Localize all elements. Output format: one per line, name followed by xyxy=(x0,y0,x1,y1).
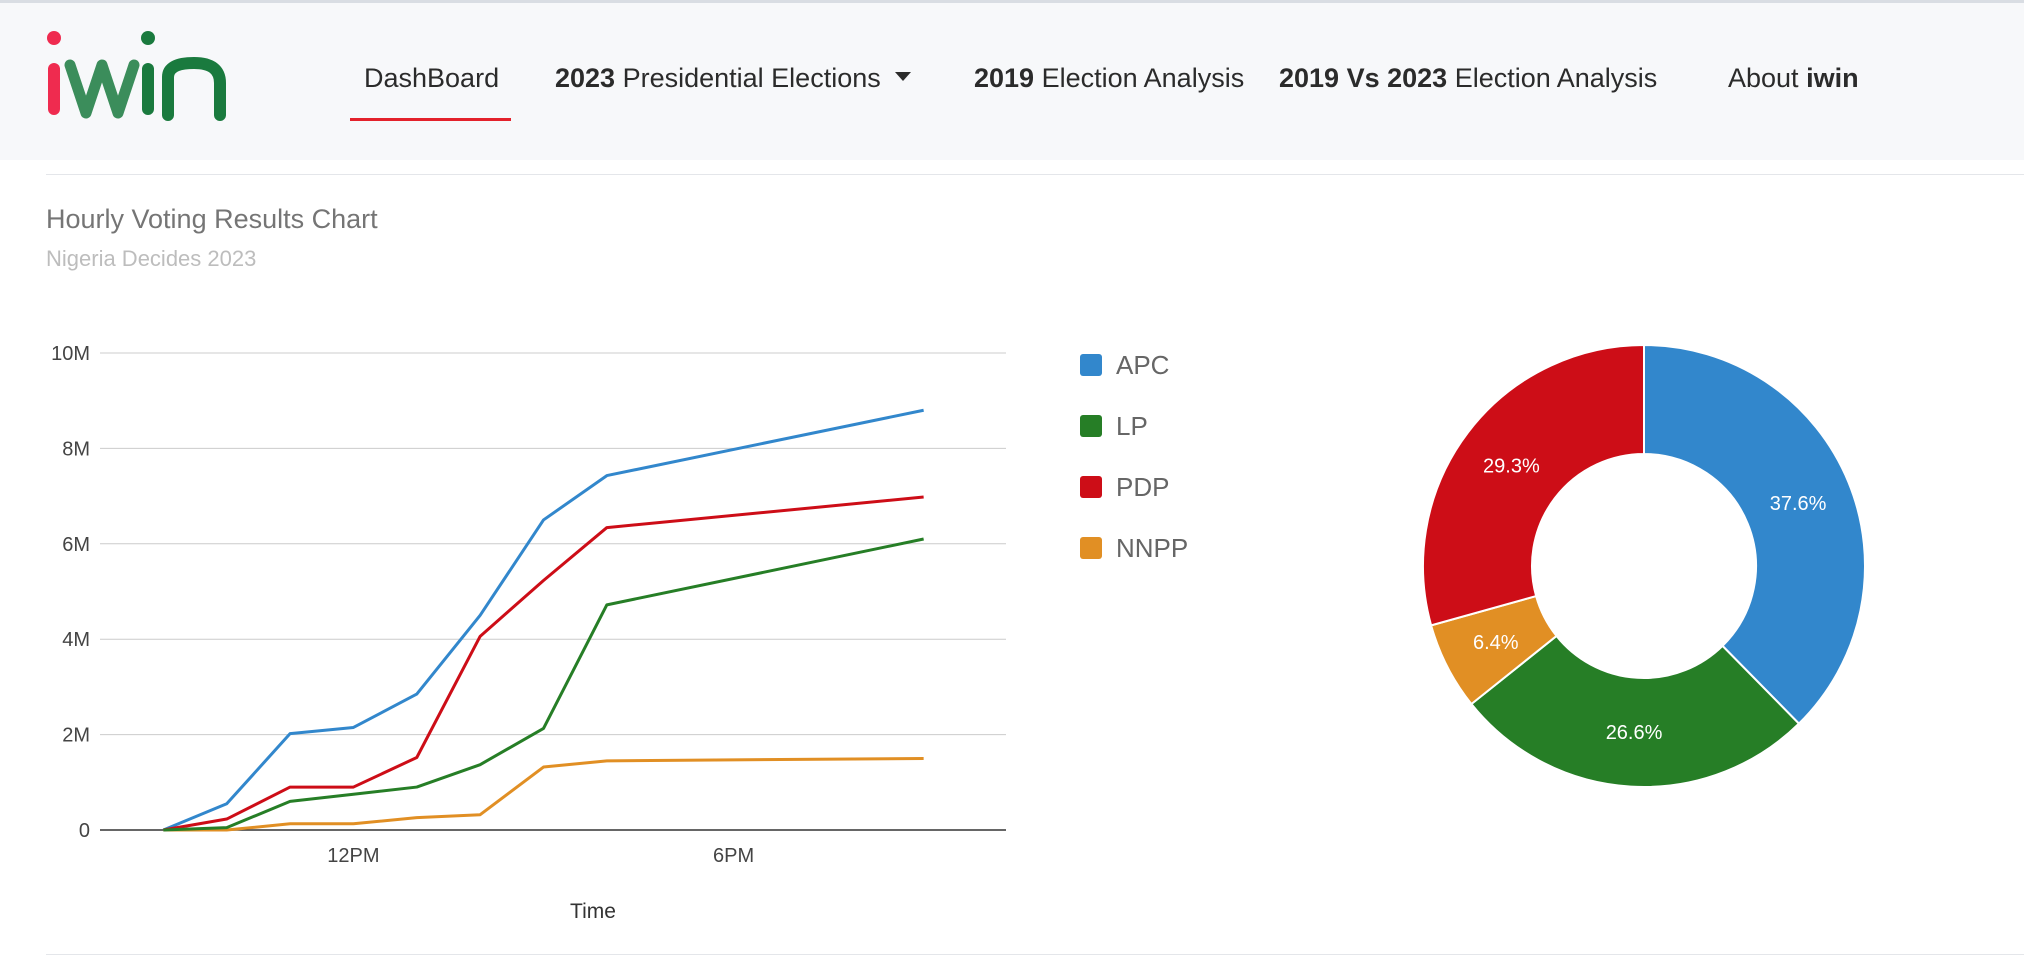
divider-bottom xyxy=(46,954,2024,955)
x-axis-title: Time xyxy=(570,900,616,923)
logo-i-dot xyxy=(47,31,61,45)
y-tick-label: 6M xyxy=(62,534,90,556)
chart-title: Hourly Voting Results Chart xyxy=(46,204,378,234)
line-chart-x-tick-labels: 12PM 6PM xyxy=(327,845,754,867)
line-chart-series xyxy=(162,408,924,832)
line-chart-y-tick-labels: 0 2M 4M 6M 8M 10M xyxy=(51,343,90,842)
donut-value-label: 29.3% xyxy=(1483,455,1540,477)
legend-swatch xyxy=(1080,476,1102,498)
legend-label: NNPP xyxy=(1116,533,1189,563)
nav-2019-label: Election Analysis xyxy=(1041,63,1245,93)
nav-vs-years: 2019 Vs 2023 xyxy=(1279,63,1448,93)
nav-about-brand: iwin xyxy=(1806,63,1859,93)
y-tick-label: 2M xyxy=(62,725,90,747)
series-line-pdp[interactable] xyxy=(163,495,924,832)
donut-slices xyxy=(1422,343,1866,788)
logo-i2-stem xyxy=(142,63,154,115)
nav-dashboard-label: DashBoard xyxy=(364,63,500,93)
nav-dashboard[interactable]: DashBoard xyxy=(364,63,499,107)
y-tick-label: 10M xyxy=(51,343,90,365)
chart-legend: APC LP PDP NNPP xyxy=(1080,350,1320,594)
y-tick-label: 4M xyxy=(62,629,90,651)
legend-label: APC xyxy=(1116,350,1170,380)
donut-slice-pdp[interactable] xyxy=(1422,343,1645,627)
nav-presidential-elections-dropdown[interactable]: 2023 Presidential Elections xyxy=(555,63,911,107)
series-line-apc[interactable] xyxy=(162,408,924,832)
nav-vs-label: Election Analysis xyxy=(1454,63,1658,93)
nav-active-indicator xyxy=(350,118,511,121)
series-line-lp[interactable] xyxy=(163,537,924,832)
nav-presidential-year: 2023 xyxy=(555,63,616,93)
legend-swatch xyxy=(1080,354,1102,376)
logo-w xyxy=(64,59,140,119)
donut-slice-lp[interactable] xyxy=(1469,634,1801,788)
nav-2019-election-analysis[interactable]: 2019 Election Analysis xyxy=(974,63,1244,107)
logo-i2-dot xyxy=(141,31,155,45)
donut-value-label: 6.4% xyxy=(1473,632,1519,654)
legend-swatch xyxy=(1080,537,1102,559)
navbar: DashBoard 2023 Presidential Elections 20… xyxy=(0,3,2024,160)
nav-about-label: About xyxy=(1728,63,1799,93)
x-tick-label: 12PM xyxy=(327,845,379,867)
divider xyxy=(46,174,2024,175)
caret-down-icon xyxy=(894,72,911,82)
chart-subtitle: Nigeria Decides 2023 xyxy=(46,246,257,271)
logo-n xyxy=(162,56,226,121)
x-tick-label: 6PM xyxy=(713,845,754,867)
legend-label: PDP xyxy=(1116,472,1170,502)
legend-item-pdp[interactable]: PDP xyxy=(1080,472,1320,533)
donut-value-labels: 37.6% 26.6% 6.4% 29.3% xyxy=(1473,455,1827,744)
legend-item-apc[interactable]: APC xyxy=(1080,350,1320,411)
series-line-nnpp[interactable] xyxy=(163,756,924,832)
line-chart-grid xyxy=(100,352,1006,831)
y-tick-label: 8M xyxy=(62,438,90,460)
nav-about-iwin[interactable]: About iwin xyxy=(1728,63,1859,107)
line-chart: 0 2M 4M 6M 8M 10M 12PM 6PM Time xyxy=(51,343,1006,923)
donut-chart: 37.6% 26.6% 6.4% 29.3% xyxy=(1422,343,1866,788)
legend-swatch xyxy=(1080,415,1102,437)
iwin-logo[interactable] xyxy=(44,25,244,125)
donut-slice-apc[interactable] xyxy=(1643,343,1866,726)
donut-value-label: 26.6% xyxy=(1606,722,1663,744)
top-border xyxy=(0,0,2024,3)
legend-item-lp[interactable]: LP xyxy=(1080,411,1320,472)
nav-presidential-label: Presidential Elections xyxy=(622,63,881,93)
nav-2019-vs-2023-analysis[interactable]: 2019 Vs 2023 Election Analysis xyxy=(1279,63,1657,107)
legend-item-nnpp[interactable]: NNPP xyxy=(1080,533,1320,594)
nav-2019-year: 2019 xyxy=(974,63,1035,93)
y-tick-label: 0 xyxy=(79,820,90,842)
donut-value-label: 37.6% xyxy=(1770,493,1827,515)
logo-i-stem xyxy=(48,63,60,115)
legend-label: LP xyxy=(1116,411,1148,441)
